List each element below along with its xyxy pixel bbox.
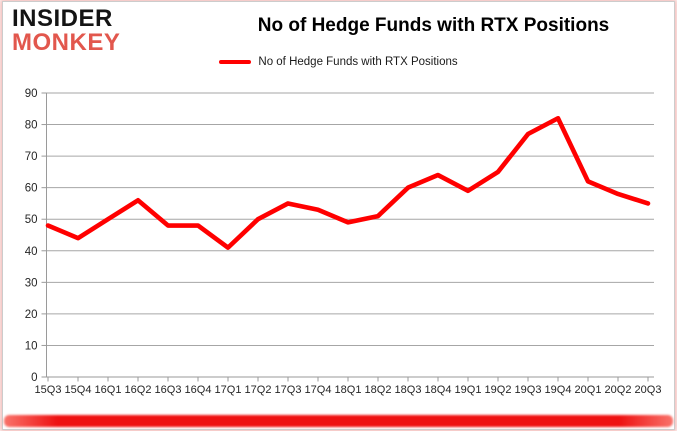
legend-label: No of Hedge Funds with RTX Positions	[258, 56, 458, 68]
svg-text:17Q4: 17Q4	[305, 384, 332, 396]
svg-text:50: 50	[25, 214, 38, 226]
logo-line2: MONKEY	[12, 28, 121, 56]
svg-text:18Q1: 18Q1	[335, 384, 362, 396]
page-title: No of Hedge Funds with RTX Positions	[257, 15, 610, 36]
svg-text:19Q1: 19Q1	[455, 384, 482, 396]
svg-text:15Q4: 15Q4	[65, 384, 92, 396]
svg-text:16Q3: 16Q3	[155, 384, 182, 396]
svg-text:70: 70	[25, 151, 38, 163]
svg-text:20Q3: 20Q3	[635, 384, 662, 396]
svg-text:16Q1: 16Q1	[95, 384, 122, 396]
logo-line1: INSIDER	[12, 5, 113, 32]
svg-text:80: 80	[25, 120, 38, 132]
svg-text:15Q3: 15Q3	[35, 384, 62, 396]
svg-text:17Q1: 17Q1	[215, 384, 242, 396]
insider-monkey-logo: INSIDER MONKEY	[12, 7, 120, 54]
svg-text:20Q1: 20Q1	[575, 384, 602, 396]
svg-text:19Q2: 19Q2	[485, 384, 512, 396]
svg-text:17Q2: 17Q2	[245, 384, 272, 396]
legend: No of Hedge Funds with RTX Positions	[0, 56, 677, 68]
svg-text:20Q2: 20Q2	[605, 384, 632, 396]
svg-text:30: 30	[25, 277, 38, 289]
legend-line-swatch	[219, 60, 252, 64]
svg-text:20: 20	[25, 309, 38, 321]
svg-text:19Q3: 19Q3	[515, 384, 542, 396]
svg-text:18Q3: 18Q3	[395, 384, 422, 396]
bottom-accent-bar	[4, 415, 673, 427]
svg-text:40: 40	[25, 246, 38, 258]
svg-text:60: 60	[25, 183, 38, 195]
svg-text:16Q4: 16Q4	[185, 384, 212, 396]
svg-text:0: 0	[31, 372, 37, 384]
svg-text:16Q2: 16Q2	[125, 384, 152, 396]
svg-text:17Q3: 17Q3	[275, 384, 302, 396]
svg-text:18Q4: 18Q4	[425, 384, 452, 396]
svg-text:10: 10	[25, 340, 38, 352]
svg-text:19Q4: 19Q4	[545, 384, 572, 396]
svg-text:18Q2: 18Q2	[365, 384, 392, 396]
svg-text:90: 90	[25, 88, 38, 100]
